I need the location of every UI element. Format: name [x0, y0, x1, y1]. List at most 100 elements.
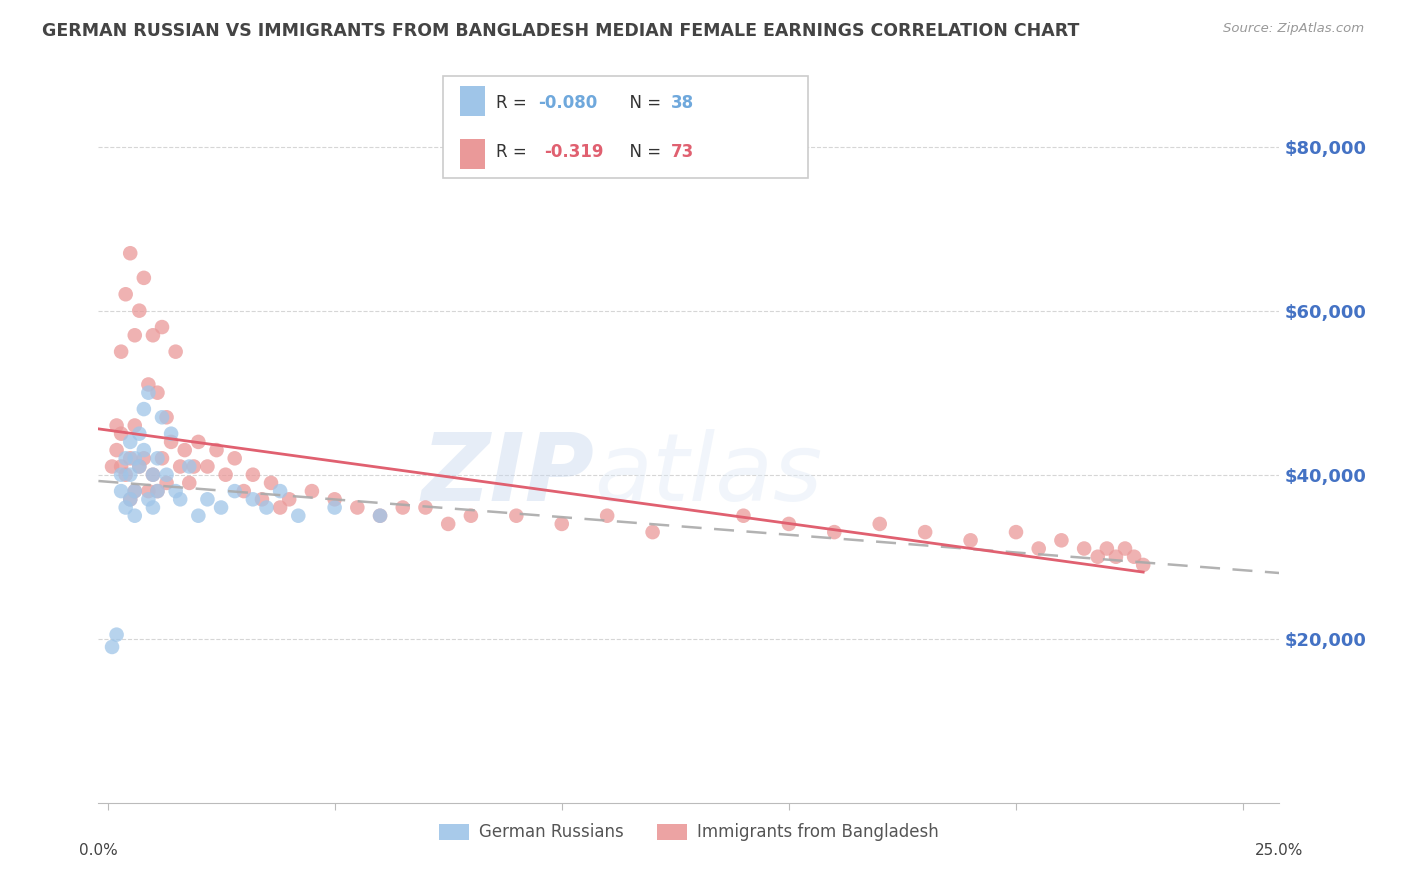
Point — [179, 475, 201, 490]
Point — [142, 500, 165, 515]
Point — [124, 418, 146, 433]
Y-axis label: Median Female Earnings: Median Female Earnings — [0, 348, 7, 544]
Point — [120, 451, 142, 466]
Point — [224, 484, 246, 499]
Point — [1073, 541, 1095, 556]
Point — [187, 508, 209, 523]
Point — [105, 443, 128, 458]
Point — [124, 484, 146, 499]
Point — [138, 377, 160, 392]
Point — [146, 451, 169, 466]
Point — [1132, 558, 1154, 572]
Text: R =: R = — [496, 143, 537, 161]
Point — [155, 475, 177, 490]
Point — [301, 484, 323, 499]
Point — [505, 508, 527, 523]
Point — [778, 516, 800, 531]
Point — [120, 492, 142, 507]
Point — [1123, 549, 1146, 564]
Point — [142, 328, 165, 343]
Point — [120, 467, 142, 482]
Text: 25.0%: 25.0% — [1256, 843, 1303, 858]
Point — [959, 533, 981, 548]
Text: ZIP: ZIP — [422, 428, 595, 521]
Point — [169, 459, 191, 474]
Point — [183, 459, 205, 474]
Point — [114, 467, 136, 482]
Legend: German Russians, Immigrants from Bangladesh: German Russians, Immigrants from Banglad… — [433, 817, 945, 848]
Point — [242, 492, 264, 507]
Point — [278, 492, 301, 507]
Point — [323, 500, 346, 515]
Point — [138, 385, 160, 400]
Point — [1087, 549, 1109, 564]
Point — [128, 459, 150, 474]
Point — [596, 508, 619, 523]
Point — [105, 418, 128, 433]
Point — [287, 508, 309, 523]
Point — [437, 516, 460, 531]
Point — [150, 451, 173, 466]
Point — [232, 484, 254, 499]
Point — [101, 640, 124, 654]
Point — [146, 385, 169, 400]
Point — [110, 467, 132, 482]
Point — [1095, 541, 1118, 556]
Point — [165, 484, 187, 499]
Point — [733, 508, 755, 523]
Point — [269, 500, 291, 515]
Point — [1105, 549, 1128, 564]
Point — [242, 467, 264, 482]
Text: GERMAN RUSSIAN VS IMMIGRANTS FROM BANGLADESH MEDIAN FEMALE EARNINGS CORRELATION : GERMAN RUSSIAN VS IMMIGRANTS FROM BANGLA… — [42, 22, 1080, 40]
Point — [132, 402, 155, 417]
Point — [415, 500, 437, 515]
Point — [187, 434, 209, 449]
Point — [128, 303, 150, 318]
Point — [146, 484, 169, 499]
Point — [124, 451, 146, 466]
Point — [391, 500, 413, 515]
Point — [914, 525, 936, 540]
Text: 38: 38 — [671, 94, 693, 112]
Point — [169, 492, 191, 507]
Point — [205, 443, 228, 458]
Point — [551, 516, 574, 531]
Point — [120, 434, 142, 449]
Point — [128, 426, 150, 441]
Point — [120, 492, 142, 507]
Point — [160, 434, 183, 449]
Point — [160, 426, 183, 441]
Point — [173, 443, 195, 458]
Point — [110, 426, 132, 441]
Point — [114, 451, 136, 466]
Point — [256, 500, 278, 515]
Point — [146, 484, 169, 499]
Point — [165, 344, 187, 359]
Point — [460, 508, 482, 523]
Point — [124, 508, 146, 523]
Point — [1005, 525, 1028, 540]
Point — [114, 287, 136, 301]
Point — [260, 475, 283, 490]
Point — [120, 246, 142, 260]
Point — [179, 459, 201, 474]
Point — [105, 627, 128, 641]
Point — [150, 410, 173, 425]
Point — [1050, 533, 1073, 548]
Point — [114, 500, 136, 515]
Point — [346, 500, 368, 515]
Point — [138, 492, 160, 507]
Point — [1028, 541, 1050, 556]
Point — [110, 344, 132, 359]
Point — [128, 459, 150, 474]
Point — [323, 492, 346, 507]
Point — [869, 516, 891, 531]
Point — [823, 525, 845, 540]
Point — [132, 451, 155, 466]
Point — [155, 467, 177, 482]
Point — [368, 508, 391, 523]
Point — [124, 484, 146, 499]
Text: -0.080: -0.080 — [538, 94, 598, 112]
Point — [110, 484, 132, 499]
Point — [138, 484, 160, 499]
